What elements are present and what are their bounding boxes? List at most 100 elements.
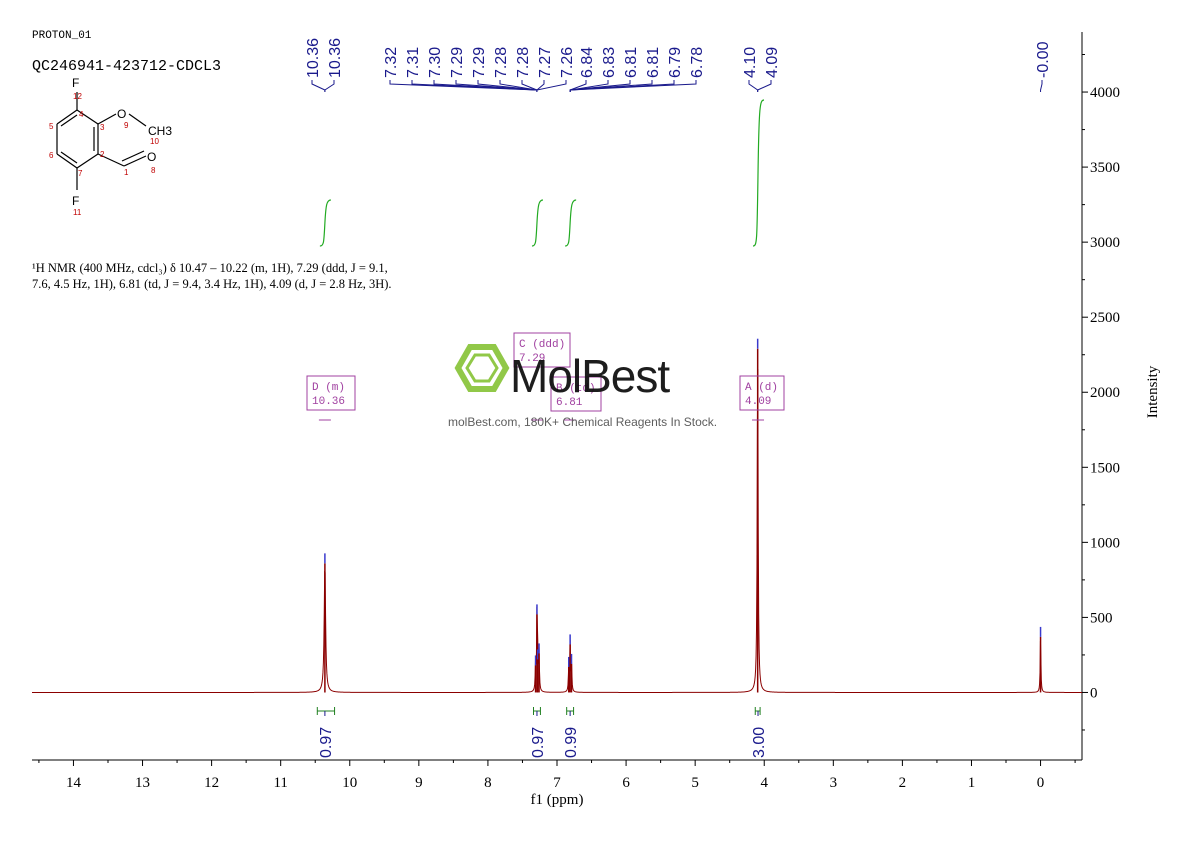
x-tick-label: 9	[415, 775, 423, 791]
multiplet-box	[513, 332, 571, 368]
peak-label-leader	[569, 80, 697, 92]
peak-shift-label: -0.00	[1035, 41, 1052, 78]
peak-label-leader	[324, 80, 335, 92]
y-tick-label: 2000	[1090, 385, 1120, 401]
peak-shift-label: 6.84	[579, 47, 596, 78]
peak-shift-label: 7.30	[427, 47, 444, 78]
watermark-brand-text: MolBest	[510, 350, 670, 402]
multiplet-shift: 7.29	[519, 353, 545, 365]
chart-plot-area: 14 13 12 11 10 9 8 7 6 5 4 3 2 1 0f1 (ppm)050010001500…	[32, 32, 1161, 808]
multiplet-box	[739, 375, 785, 411]
ring-index-1: 1	[124, 168, 129, 177]
x-tick-label: 6	[622, 775, 630, 791]
x-tick-label: 0	[1037, 775, 1045, 791]
ring-index-5: 5	[49, 122, 54, 131]
peak-label-leader	[311, 80, 326, 92]
x-tick-label: 13	[135, 775, 150, 791]
multiplet-letter: D (m)	[312, 382, 345, 394]
multiplet-shift: 6.81	[556, 397, 583, 409]
x-tick-label: 14	[66, 775, 82, 791]
peak-shift-label: 7.28	[515, 47, 532, 78]
peak-shift-label: 7.29	[471, 47, 488, 78]
peak-shift-label: 6.81	[623, 47, 640, 78]
peak-shift-label: 7.28	[493, 47, 510, 78]
atom-index-11: 11	[73, 208, 82, 217]
multiplet-letter: A (d)	[745, 382, 778, 394]
atom-f-bottom: F	[72, 194, 79, 208]
peak-shift-label: 10.36	[327, 38, 344, 78]
watermark-logo-icon	[454, 344, 510, 392]
atom-o-carbonyl: O	[147, 150, 156, 164]
multiplet-shift: 4.09	[745, 396, 771, 408]
multiplet-letter: C (ddd)	[519, 339, 565, 351]
atom-index-12: 12	[73, 92, 82, 101]
y-tick-label: 1000	[1090, 535, 1120, 551]
integral-curve	[531, 199, 544, 247]
atom-index-8: 8	[151, 166, 156, 175]
ring-index-6: 6	[49, 151, 54, 160]
molbest-watermark: MolBest molBest.com, 180K+ Chemical Reag…	[448, 344, 717, 429]
x-tick-label: 3	[830, 775, 838, 791]
atom-ch3: CH3	[148, 124, 172, 138]
y-tick-label: 3000	[1090, 235, 1120, 251]
peak-shift-label: 7.26	[559, 47, 576, 78]
molecule-structure: F 12 O 9 CH3 10 O 8 F 11 4 3 5 2 6 7 1	[49, 76, 172, 217]
peak-shift-label: 6.81	[645, 47, 662, 78]
y-tick-label: 500	[1090, 610, 1113, 626]
ring-index-2: 2	[100, 150, 105, 159]
sample-id-label: QC246941-423712-CDCL3	[32, 58, 222, 75]
x-tick-label: 4	[760, 775, 768, 791]
peak-shift-label: 6.79	[667, 47, 684, 78]
y-tick-label: 3500	[1090, 160, 1120, 176]
nmr-description-text: ¹H NMR (400 MHz, cdcl₃) δ 10.47 – 10.22 …	[32, 261, 392, 291]
multiplet-letter: B (td)	[556, 383, 596, 395]
peak-label-leader	[536, 80, 567, 92]
integral-curve	[319, 199, 331, 247]
integral-value-label: 0.97	[530, 727, 547, 758]
peak-label-leader	[757, 80, 772, 92]
peak-shift-label: 7.27	[537, 47, 554, 78]
peak-label-leader	[748, 80, 759, 92]
integral-curve	[752, 99, 765, 247]
spectrum-trace	[32, 368, 1082, 693]
pulse-program-label: PROTON_01	[32, 30, 92, 42]
multiplet-shift: 10.36	[312, 396, 345, 408]
peak-shift-label: 7.29	[449, 47, 466, 78]
x-tick-label: 1	[968, 775, 976, 791]
multiplet-box	[550, 376, 602, 412]
ring-index-3: 3	[100, 123, 105, 132]
x-tick-label: 7	[553, 775, 561, 791]
y-tick-label: 2500	[1090, 310, 1120, 326]
peak-shift-label: 10.36	[305, 38, 322, 78]
atom-o-methoxy: O	[117, 107, 126, 121]
integral-value-label: 3.00	[751, 727, 768, 758]
peak-shift-label: 6.83	[601, 47, 618, 78]
x-axis-title: f1 (ppm)	[531, 792, 584, 808]
peak-shift-label: 4.09	[764, 47, 781, 78]
ring-index-4: 4	[79, 110, 84, 119]
molecule-bonds	[56, 92, 147, 190]
integral-curve	[565, 199, 577, 247]
peak-shift-label: 7.32	[383, 47, 400, 78]
x-tick-label: 5	[691, 775, 699, 791]
peak-shift-label: 4.10	[742, 47, 759, 78]
y-axis-title: Intensity	[1145, 365, 1161, 418]
x-tick-label: 8	[484, 775, 492, 791]
multiplet-box	[306, 375, 356, 411]
ring-index-7: 7	[78, 169, 83, 178]
peak-label-leader	[1040, 80, 1043, 92]
peak-shift-label: 7.31	[405, 47, 422, 78]
x-tick-label: 11	[273, 775, 287, 791]
integral-value-label: 0.97	[318, 727, 335, 758]
atom-index-10: 10	[150, 137, 159, 146]
x-tick-label: 10	[342, 775, 357, 791]
x-tick-label: 2	[899, 775, 907, 791]
atom-f-top: F	[72, 76, 79, 90]
x-tick-label: 12	[204, 775, 219, 791]
y-tick-label: 0	[1090, 685, 1098, 701]
integral-value-label: 0.99	[563, 727, 580, 758]
watermark-tagline-text: molBest.com, 180K+ Chemical Reagents In …	[448, 415, 717, 429]
y-tick-label: 4000	[1090, 85, 1120, 101]
peak-shift-label: 6.78	[689, 47, 706, 78]
